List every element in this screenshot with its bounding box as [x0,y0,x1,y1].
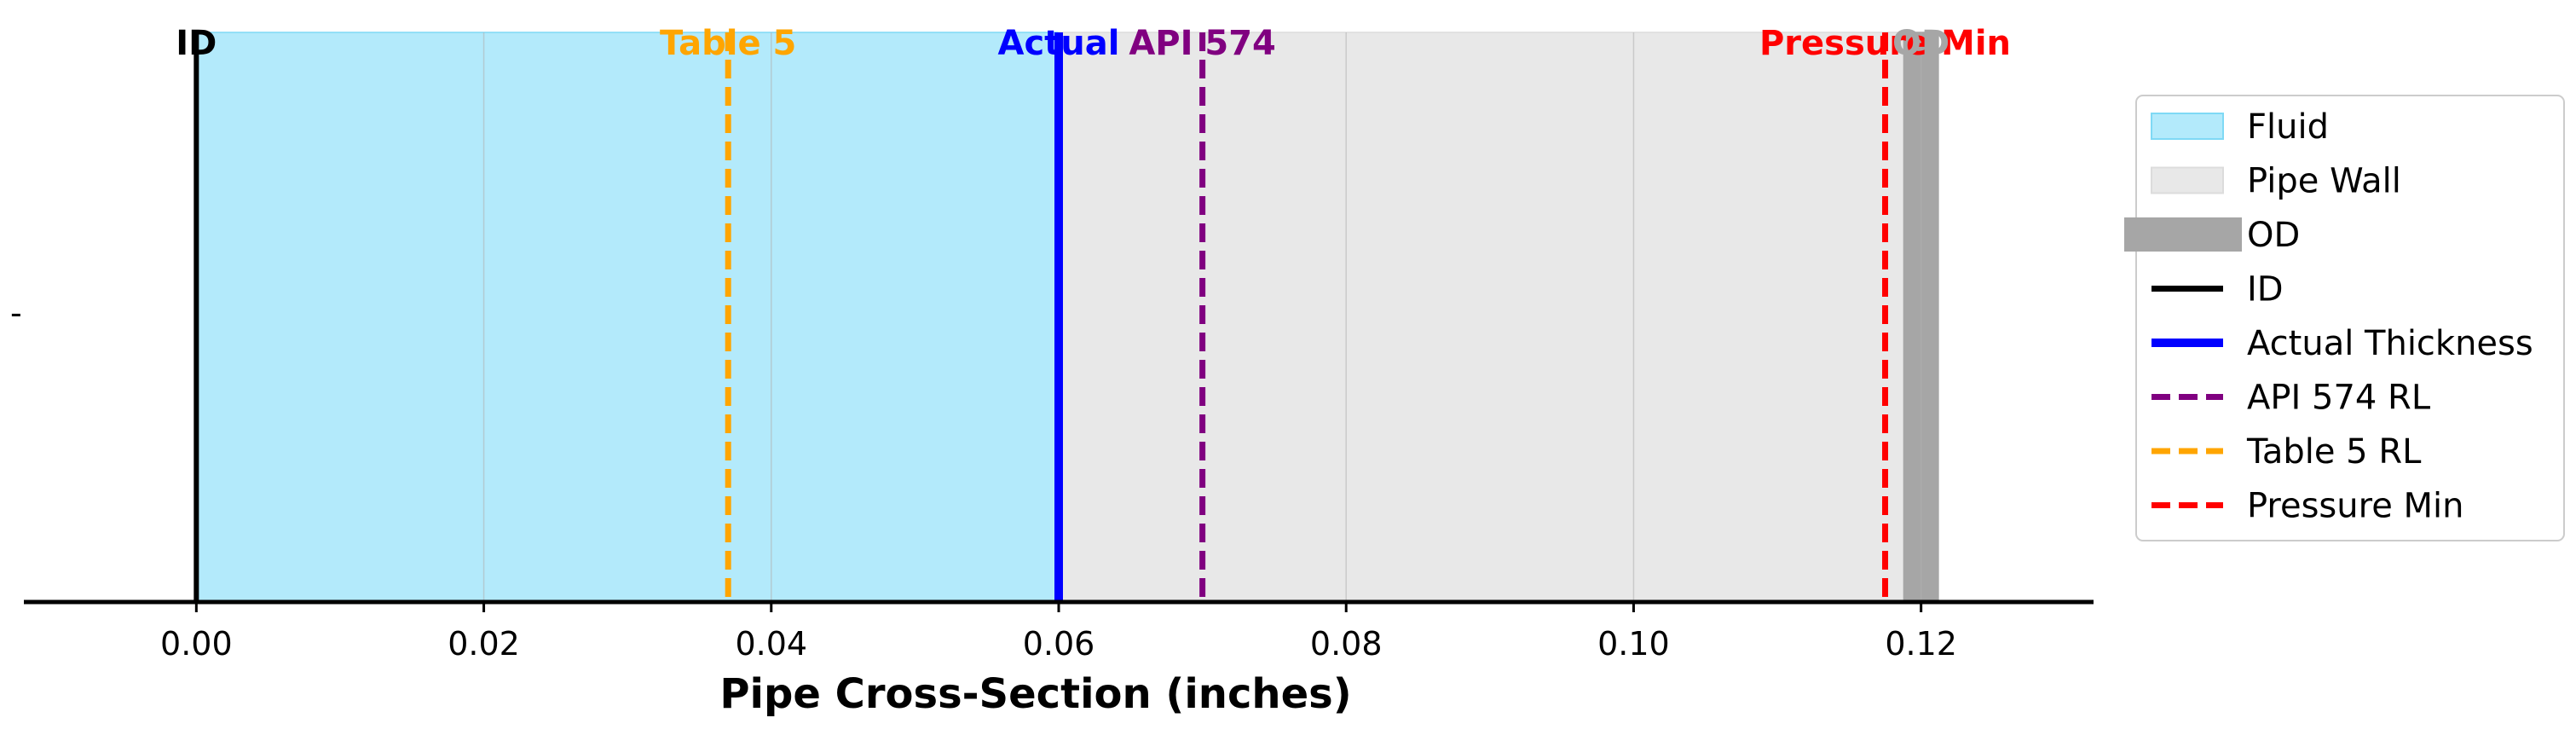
x-tick-label-5: 0.10 [1597,625,1670,663]
legend-label-fluid: Fluid [2247,107,2329,147]
line-label-od: OD [1892,24,1949,63]
y-tick-label: - [10,294,22,332]
legend-swatch-fluid [2151,113,2224,140]
line-label-table-5-rl: Table 5 [660,24,796,63]
line-label-actual-thickness: Actual [998,24,1120,63]
x-tick-label-0: 0.00 [160,625,233,663]
x-axis-label: Pipe Cross-Section (inches) [719,670,1351,718]
x-tick-label-2: 0.04 [735,625,807,663]
line-label-id: ID [176,24,217,63]
legend-label-od: OD [2247,216,2300,255]
legend: Fluid Pipe Wall OD ID Actual Thickness API 57… [2124,95,2565,541]
legend-label-pipe-wall: Pipe Wall [2247,162,2401,201]
legend-label-pressure-min: Pressure Min [2247,487,2464,526]
region-pipe-wall [1058,32,1937,603]
line-label-api-574-rl: API 574 [1129,24,1276,63]
x-tick-label-1: 0.02 [448,625,520,663]
legend-swatch-pipe-wall [2151,166,2224,194]
legend-box [2135,95,2565,541]
legend-label-table-5-rl: Table 5 RL [2246,432,2422,472]
legend-label-id: ID [2247,270,2284,310]
region-fluid [195,32,1060,603]
legend-label-api-574-rl: API 574 RL [2247,379,2431,418]
x-tick-label-6: 0.12 [1885,625,1957,663]
legend-label-actual-thickness: Actual Thickness [2247,324,2533,363]
line-label-pressure-min: Pressure Min [1759,24,2011,63]
x-tick-label-3: 0.06 [1023,625,1095,663]
x-tick-label-4: 0.08 [1310,625,1383,663]
